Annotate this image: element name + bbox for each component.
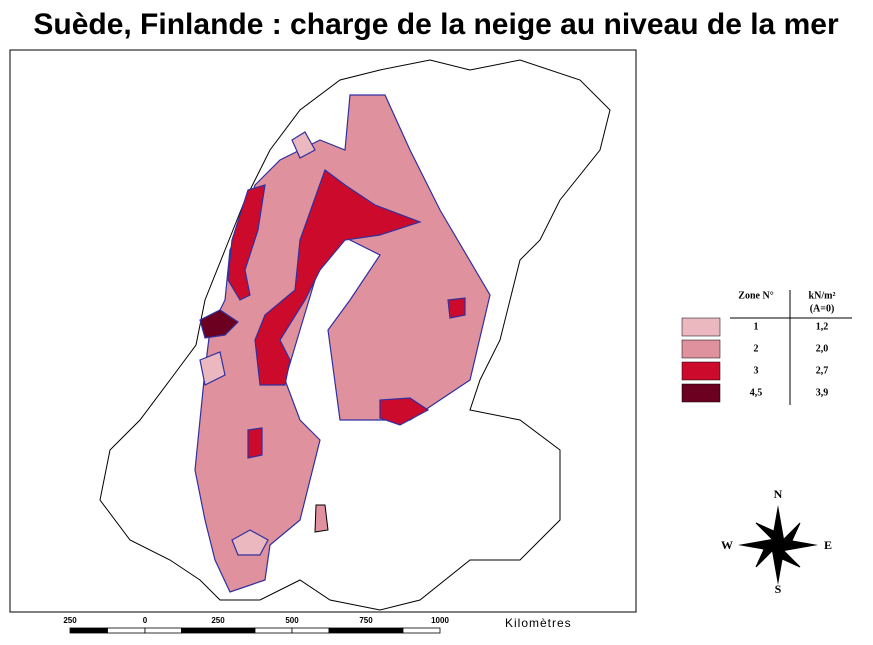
- legend-load: 2,7: [816, 365, 829, 376]
- map: [9, 49, 637, 613]
- scale-segment: [254, 627, 293, 634]
- scale-segment: [402, 627, 441, 634]
- legend-zone: 2: [754, 343, 759, 354]
- legend-zone: 4,5: [750, 387, 763, 398]
- legend-header: (A=0): [810, 303, 835, 314]
- land-outline: [99, 59, 611, 611]
- scale-segment: [144, 627, 182, 634]
- compass-star: [755, 522, 801, 568]
- compass-label: E: [824, 538, 832, 552]
- scale-segment: [365, 627, 404, 634]
- scale-segment: [181, 627, 219, 634]
- legend-swatch: [681, 361, 721, 381]
- legend-header: Zone N°: [738, 290, 773, 301]
- legend-zone: 3: [754, 365, 759, 376]
- island: [314, 504, 329, 533]
- title: Suède, Finlande : charge de la neige au …: [33, 8, 839, 41]
- scale-label: 0: [143, 616, 148, 625]
- legend-swatch: [681, 339, 721, 359]
- zone-1-region: [291, 131, 316, 159]
- zone-3-region: [379, 397, 430, 426]
- scale-segment: [107, 627, 146, 634]
- compass-label: W: [721, 538, 733, 552]
- scale-segment: [328, 627, 367, 634]
- zone-3-region: [254, 169, 422, 386]
- legend-load: 3,9: [816, 387, 829, 398]
- zone-1-region: [199, 351, 226, 386]
- scale-unit: Kilomètres: [505, 616, 572, 630]
- compass-label: S: [775, 582, 782, 596]
- legend-load: 1,2: [816, 321, 829, 332]
- zone-3-region: [247, 427, 263, 459]
- legend-load: 2,0: [816, 343, 829, 354]
- zone-4-region: [199, 309, 239, 339]
- compass: N E S W: [721, 487, 832, 596]
- zone-3-region: [447, 297, 466, 319]
- zone-2-region: [194, 94, 491, 593]
- scale-label: 1000: [431, 616, 449, 625]
- compass-label: N: [774, 487, 783, 501]
- zone-3-region: [227, 184, 266, 301]
- legend-header: kN/m²: [809, 290, 836, 301]
- legend-swatch: [681, 317, 721, 337]
- scale-bar: Kilomètres 250 0 250 500 750 1000: [63, 616, 572, 634]
- zone-1-region: [231, 529, 269, 556]
- legend: Zone N° kN/m² (A=0) 1 1,2 2 2,0 3 2,7 4,5 3,9: [681, 290, 852, 405]
- scale-label: 500: [285, 616, 299, 625]
- scale-segment: [217, 627, 256, 634]
- legend-zone: 1: [754, 321, 759, 332]
- scale-label: 250: [63, 616, 77, 625]
- legend-swatch: [681, 383, 721, 403]
- scale-segment: [69, 627, 108, 634]
- scale-label: 750: [359, 616, 373, 625]
- scale-label: 250: [211, 616, 225, 625]
- scale-segment: [291, 627, 330, 634]
